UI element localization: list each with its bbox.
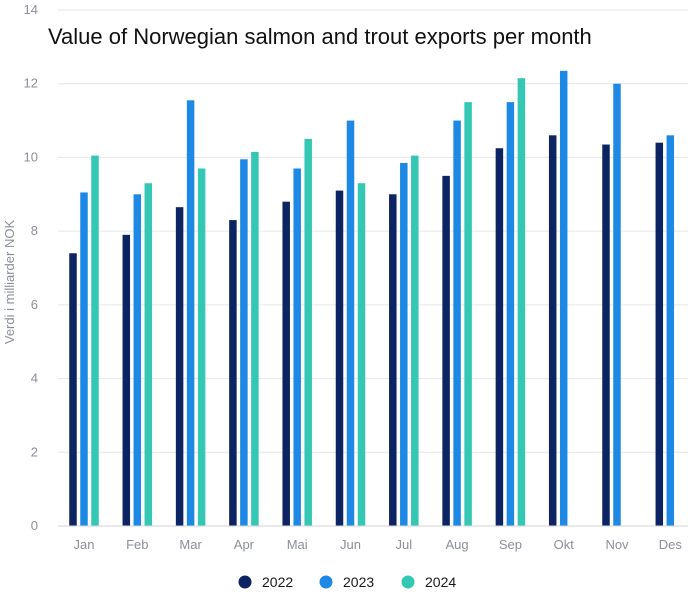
- legend-swatch-2022: [238, 575, 252, 589]
- bar-2023-des: [666, 135, 675, 527]
- legend-label-2022: 2022: [262, 574, 293, 590]
- bar-2024-jan: [91, 155, 99, 527]
- grid-lines: [58, 9, 688, 453]
- bar-2024-jul: [411, 155, 419, 527]
- bar-2024-sep: [517, 78, 526, 526]
- bar-2022-des: [655, 142, 664, 526]
- bar-2023-jun: [346, 120, 355, 527]
- legend-label-2024: 2024: [425, 574, 456, 590]
- legend-label-2023: 2023: [343, 574, 374, 590]
- y-tick-label: 10: [24, 149, 38, 164]
- x-tick-label: Okt: [554, 537, 575, 552]
- x-tick-label: Jan: [74, 537, 95, 552]
- bar-2023-feb: [133, 194, 142, 527]
- y-tick-label: 14: [24, 2, 38, 17]
- x-tick-label: Sep: [499, 537, 522, 552]
- bar-2024-feb: [144, 183, 153, 526]
- bar-2023-mai: [293, 168, 301, 526]
- y-tick-label: 6: [31, 297, 38, 312]
- bar-2022-jan: [69, 253, 77, 526]
- x-tick-label: Jun: [340, 537, 361, 552]
- chart-title: Value of Norwegian salmon and trout expo…: [48, 24, 592, 49]
- bar-2022-jun: [335, 190, 344, 526]
- bar-2023-nov: [613, 83, 621, 526]
- bar-2022-nov: [602, 144, 610, 526]
- y-axis-label: Verdi i milliarder NOK: [2, 220, 17, 345]
- bar-2023-apr: [240, 159, 248, 526]
- legend-swatch-2023: [319, 575, 333, 589]
- bar-2022-mar: [175, 207, 184, 526]
- legend: 2022 2023 2024: [238, 574, 456, 590]
- y-tick-label: 4: [31, 371, 38, 386]
- bar-2022-feb: [122, 234, 131, 527]
- legend-swatch-2024: [401, 575, 415, 589]
- bar-2022-okt: [548, 135, 557, 527]
- y-tick-label: 8: [31, 223, 38, 238]
- x-tick-label: Jul: [395, 537, 412, 552]
- x-tick-label: Aug: [446, 537, 469, 552]
- x-tick-label: Apr: [234, 537, 255, 552]
- bar-2023-aug: [453, 120, 461, 527]
- bar-2023-sep: [506, 102, 515, 527]
- bar-2024-apr: [251, 151, 259, 526]
- x-axis-ticks: Jan Feb Mar Apr Mai Jun Jul Aug Sep Okt Nov Des: [74, 537, 683, 552]
- bar-2024-aug: [464, 102, 472, 527]
- x-tick-label: Des: [659, 537, 683, 552]
- x-tick-label: Feb: [126, 537, 148, 552]
- bar-2023-jul: [400, 162, 408, 526]
- bar-2022-sep: [495, 148, 504, 526]
- y-tick-label: 0: [31, 518, 38, 533]
- bar-2022-jul: [389, 194, 397, 527]
- bar-2023-jan: [80, 192, 88, 526]
- x-tick-label: Mai: [287, 537, 308, 552]
- x-tick-label: Nov: [605, 537, 629, 552]
- bar-2024-mar: [197, 168, 206, 526]
- bar-2024-jun: [357, 183, 366, 526]
- bar-2023-mar: [186, 100, 195, 527]
- y-tick-label: 2: [31, 444, 38, 459]
- bars: [69, 70, 675, 527]
- y-axis-ticks: 0 2 4 6 8 10 12 14: [24, 2, 38, 533]
- bar-2022-aug: [442, 175, 450, 526]
- bar-2023-okt: [559, 70, 568, 527]
- bar-2024-mai: [304, 139, 312, 526]
- x-tick-label: Mar: [179, 537, 202, 552]
- bar-2022-apr: [229, 220, 237, 527]
- bar-2022-mai: [282, 201, 290, 526]
- y-tick-label: 12: [24, 76, 38, 91]
